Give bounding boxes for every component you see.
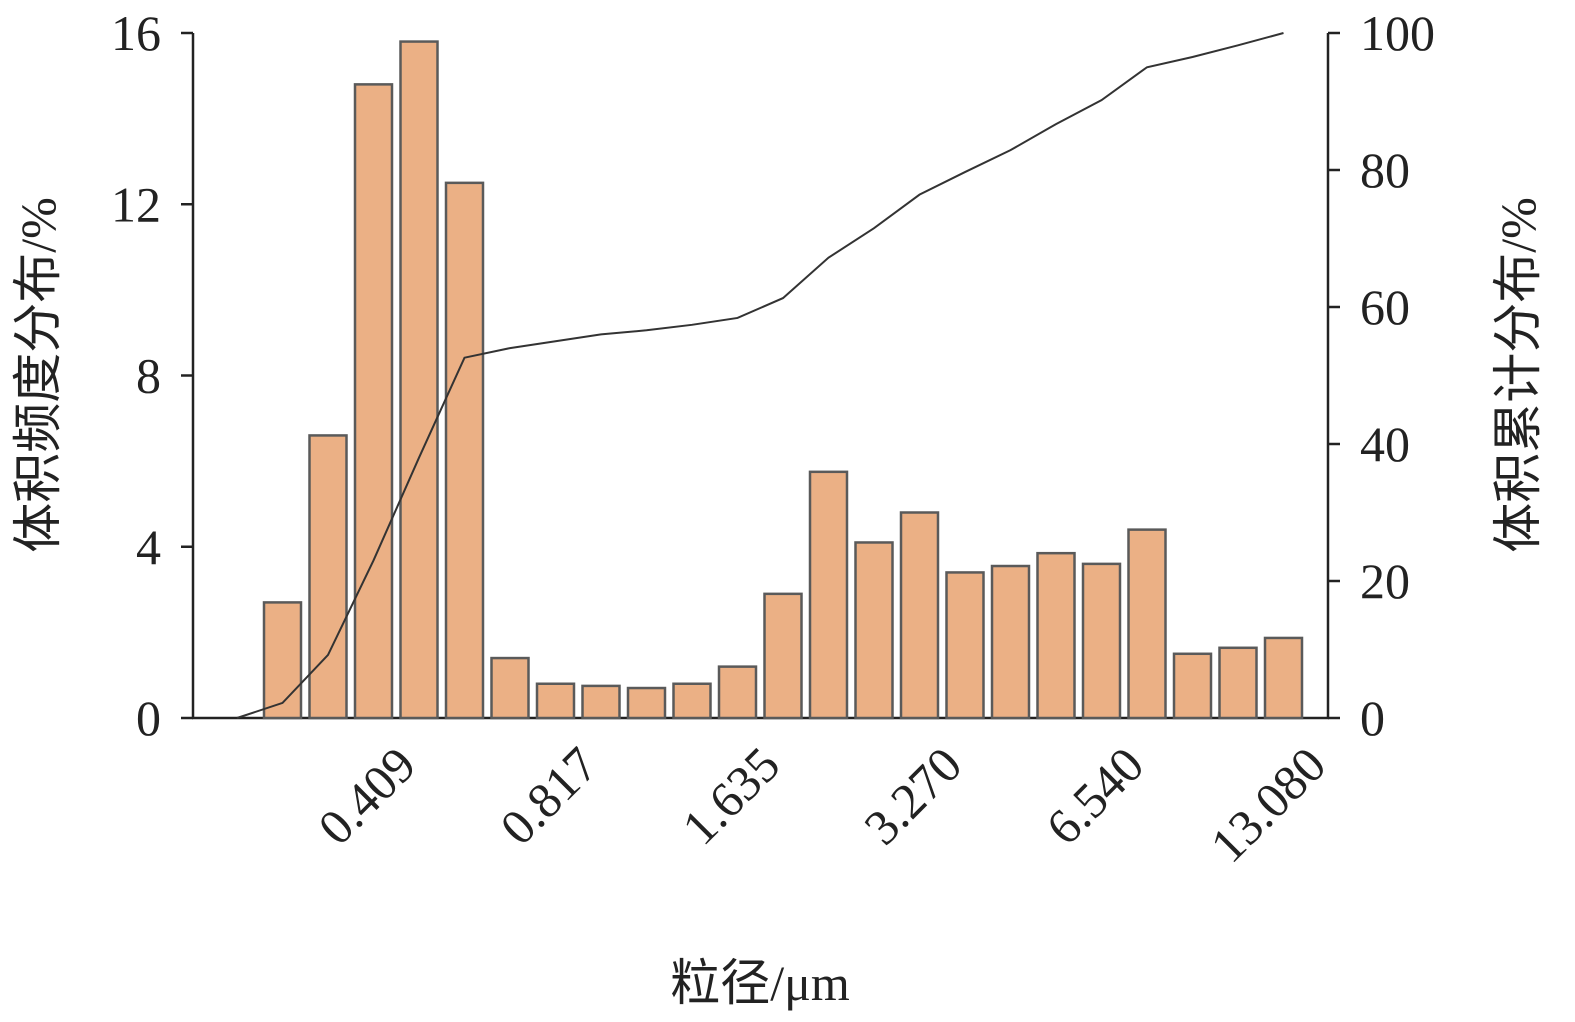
bar <box>262 601 303 720</box>
bar <box>353 83 394 720</box>
bar <box>1081 562 1122 720</box>
bar <box>1172 652 1213 720</box>
bar <box>1036 551 1076 720</box>
bar <box>763 592 803 720</box>
y-tick-label: 8 <box>136 348 161 404</box>
x-tick-label: 0.817 <box>489 736 608 855</box>
bar <box>1263 636 1304 720</box>
x-tick-label: 0.409 <box>307 736 426 855</box>
bar <box>854 541 894 720</box>
bar <box>1127 528 1167 720</box>
bar <box>626 686 667 720</box>
cumulative-line <box>236 32 1284 719</box>
y2-tick-label: 80 <box>1360 142 1410 198</box>
bar <box>581 684 621 720</box>
x-tick-label: 1.635 <box>671 736 790 855</box>
bar <box>945 571 985 720</box>
x-tick-label: 6.540 <box>1035 736 1154 855</box>
bar <box>990 564 1031 720</box>
y2-axis-title: 体积累计分布/% <box>1490 197 1546 553</box>
y-tick-label: 0 <box>136 690 161 746</box>
y2-tick-label: 100 <box>1360 5 1435 61</box>
y-tick-label: 16 <box>111 5 161 61</box>
bar <box>808 470 849 720</box>
y2-tick-label: 40 <box>1360 416 1410 472</box>
bar <box>308 434 348 720</box>
x-tick-label: 13.080 <box>1199 736 1336 873</box>
y2-tick-label: 0 <box>1360 690 1385 746</box>
bar <box>535 682 576 720</box>
bar <box>899 511 940 720</box>
bar <box>444 181 485 720</box>
bar <box>1218 646 1258 720</box>
y2-tick-label: 60 <box>1360 279 1410 335</box>
bar <box>490 656 530 720</box>
x-axis-title: 粒径/μm <box>670 955 850 1011</box>
bar <box>399 40 439 720</box>
y-axis-title: 体积频度分布/% <box>10 197 66 553</box>
y-tick-label: 12 <box>111 176 161 232</box>
bar <box>672 682 712 720</box>
y-tick-label: 4 <box>136 519 161 575</box>
x-tick-label: 3.270 <box>853 736 972 855</box>
bar <box>717 665 758 720</box>
y2-tick-label: 20 <box>1360 553 1410 609</box>
